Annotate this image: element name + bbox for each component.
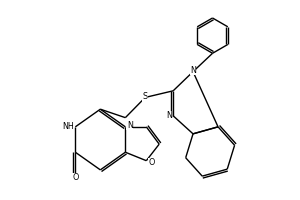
Text: O: O — [148, 158, 154, 167]
Text: S: S — [143, 92, 148, 101]
Text: N: N — [190, 66, 196, 75]
Text: N: N — [127, 121, 133, 130]
Text: NH: NH — [62, 122, 74, 131]
Text: O: O — [72, 173, 79, 182]
Text: N: N — [166, 111, 172, 120]
